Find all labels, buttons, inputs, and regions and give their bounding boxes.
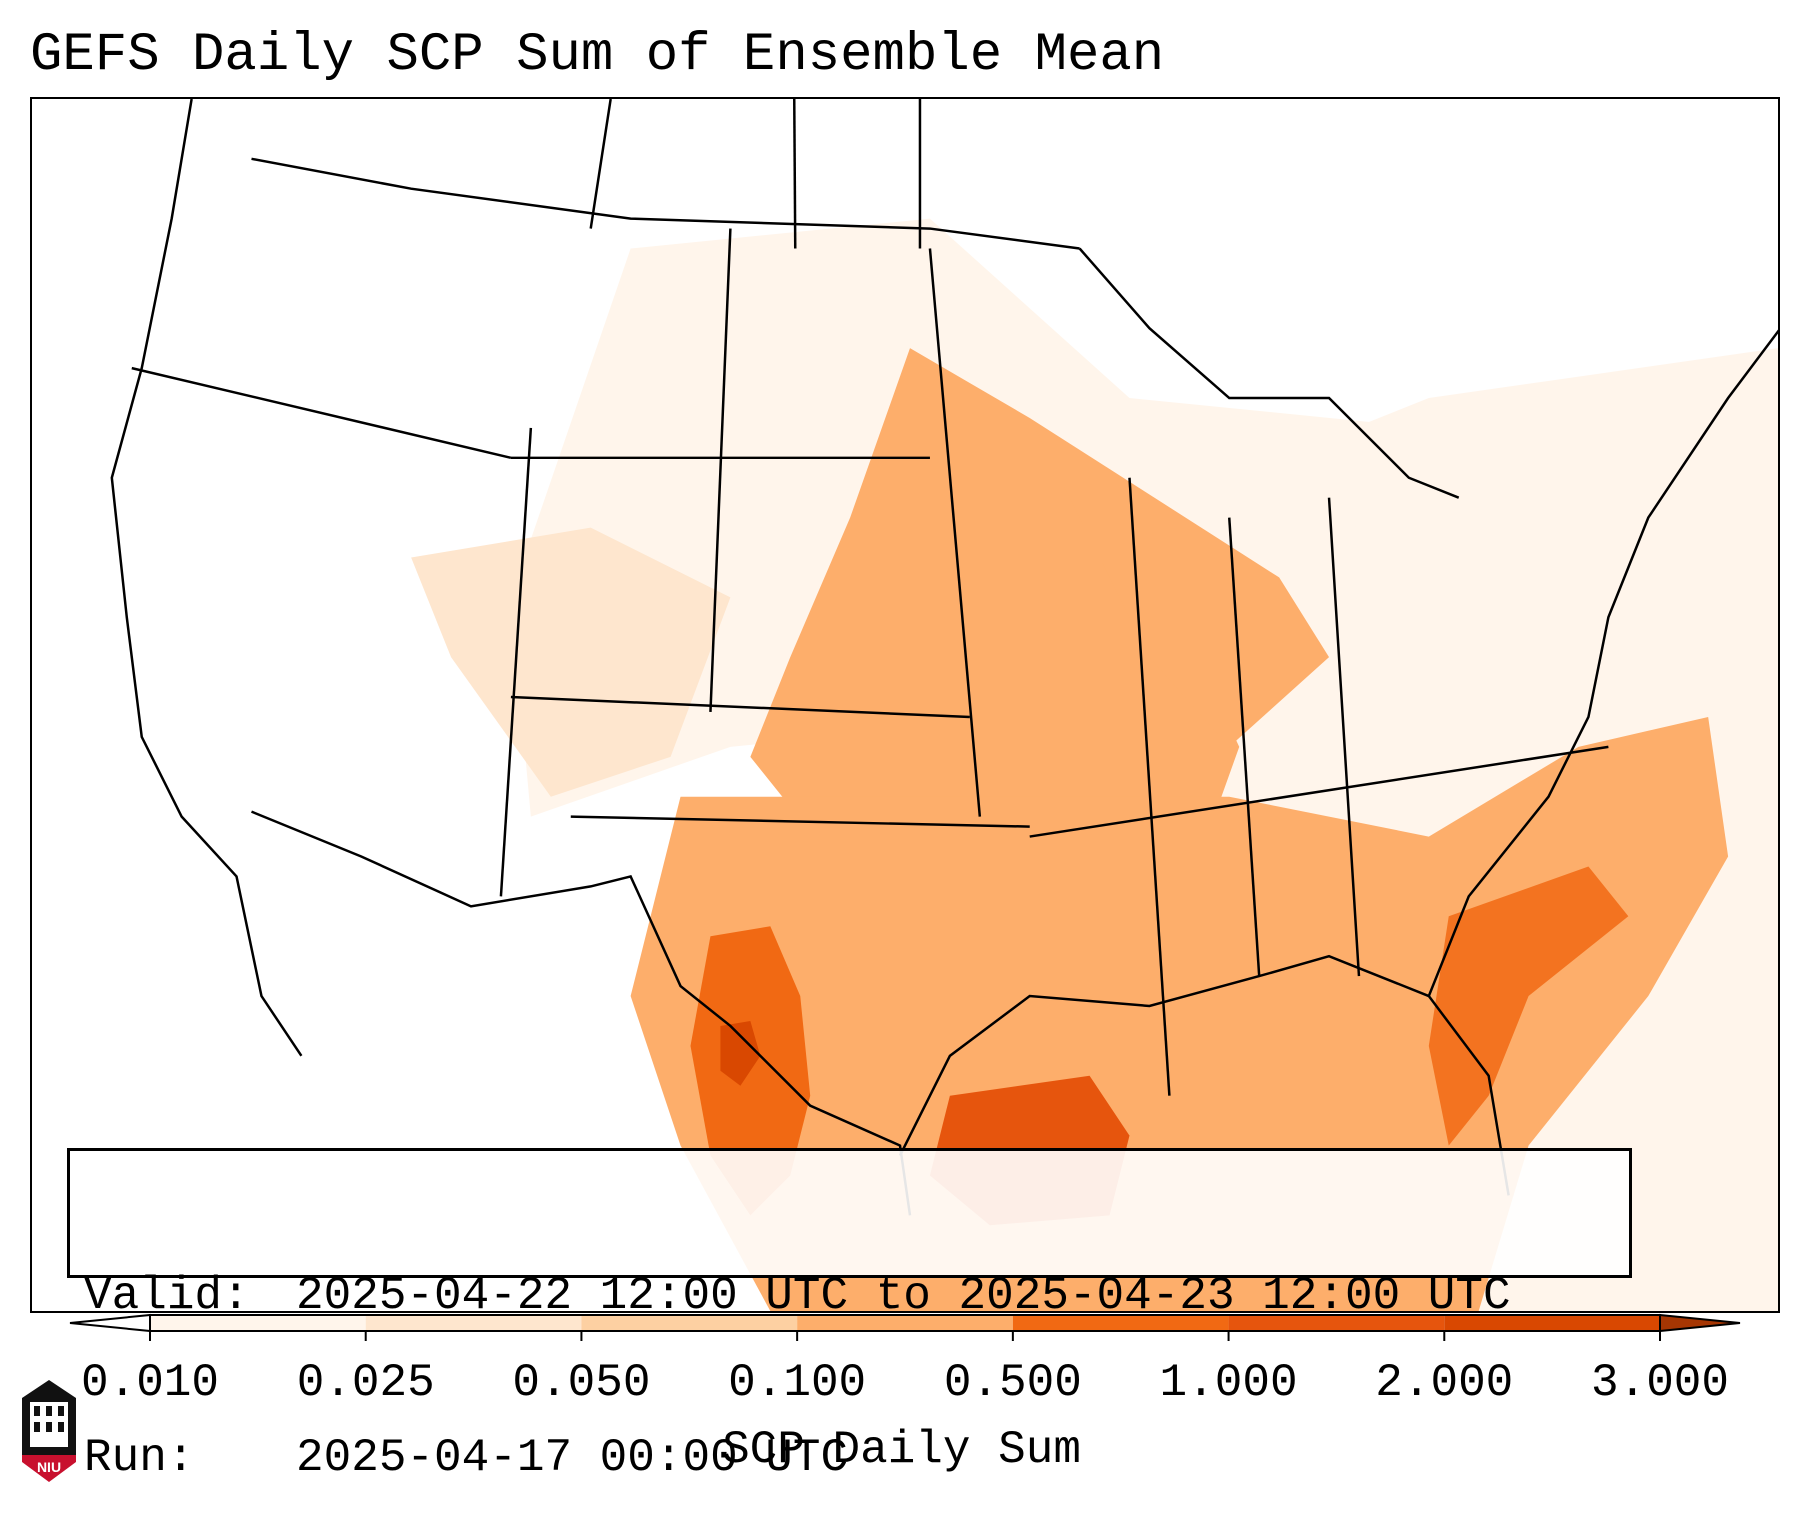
state-line-v2 [793, 99, 797, 249]
colorbar-segment [581, 1315, 798, 1331]
scp-field-darkest-texas [720, 1020, 761, 1086]
scp-field-orange-plains [750, 348, 1240, 927]
great-lakes [1078, 247, 1460, 499]
state-boundaries [110, 99, 1778, 1216]
colorbar-segment [1228, 1315, 1445, 1331]
valid-run-info-box: Valid: 2025-04-22 12:00 UTC to 2025-04-23… [67, 1148, 1632, 1484]
coastline-atlantic [1427, 329, 1778, 997]
colorbar-outline [149, 1314, 1661, 1332]
state-line-h1 [131, 366, 512, 460]
scp-field-dark-atlantic [1428, 866, 1629, 1146]
state-line-v1 [589, 99, 612, 229]
colorbar-tick-label: 2.000 [1375, 1357, 1514, 1409]
colorbar-tick-label: 0.010 [80, 1357, 220, 1409]
colorbar-segment [1012, 1315, 1229, 1331]
colorbar-tick-label: 0.500 [943, 1357, 1082, 1409]
state-line-v8 [1228, 517, 1261, 977]
colorbar-tick-label: 0.025 [296, 1357, 435, 1409]
coastline-west [110, 99, 303, 1057]
map-panel [30, 97, 1780, 1313]
valid-value: 2025-04-22 12:00 UTC to 2025-04-23 12:00… [296, 1270, 1511, 1322]
border-mexico [251, 810, 912, 1216]
colorbar-tick-labels: 0.010 0.025 0.050 0.100 0.500 1.000 2.000 3.000 [0, 1355, 1803, 1415]
valid-label: Valid: [84, 1270, 250, 1322]
state-line-v9 [1327, 497, 1361, 977]
run-label: Run: [84, 1432, 195, 1484]
colorbar-segment [1444, 1315, 1660, 1331]
valid-line: Valid: 2025-04-22 12:00 UTC to 2025-04-23… [84, 1269, 1615, 1323]
colorbar-segment [797, 1315, 1013, 1331]
run-value: 2025-04-17 00:00 UTC [296, 1432, 849, 1484]
state-line-v4 [709, 228, 732, 713]
state-line-h4 [570, 815, 1030, 828]
scp-field-orange-midwest [1029, 417, 1330, 747]
colorbar-tick-label: 0.050 [512, 1357, 651, 1409]
colorbar-tick-label: 0.100 [728, 1357, 867, 1409]
state-line-v5 [499, 427, 533, 897]
state-line-v6 [928, 248, 982, 817]
colorbar [69, 1313, 1741, 1341]
state-line-h5 [1029, 745, 1609, 838]
colorbar-tick-label: 1.000 [1159, 1357, 1298, 1409]
border-canada [251, 157, 1080, 250]
map-title: GEFS Daily SCP Sum of Ensemble Mean [30, 25, 1165, 86]
scp-field-light-mid [411, 527, 731, 797]
colorbar-under-extension [69, 1313, 151, 1333]
state-line-h3 [510, 695, 970, 719]
state-line-v7 [1128, 477, 1171, 1096]
colorbar-segment [150, 1315, 366, 1331]
colorbar-label: SCP Daily Sum [722, 1424, 1081, 1476]
logo-text: NIU [37, 1459, 61, 1475]
colorbar-over-extension [1659, 1313, 1741, 1333]
niu-logo-icon: NIU [22, 1380, 76, 1482]
run-line: Run: 2025-04-17 00:00 UTC [84, 1431, 1615, 1485]
colorbar-tick-label: 3.000 [1590, 1357, 1730, 1409]
colorbar-segment [365, 1315, 582, 1331]
scp-map [110, 99, 1778, 1311]
